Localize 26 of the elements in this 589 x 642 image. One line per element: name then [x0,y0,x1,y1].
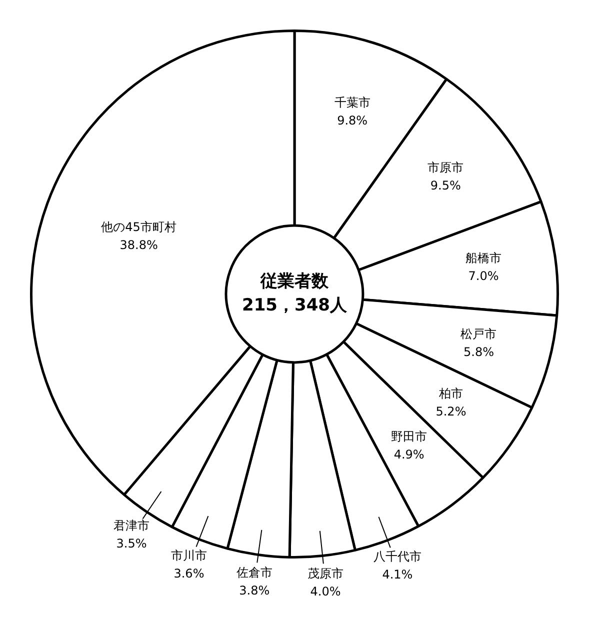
data-label: 3.6% [174,566,204,581]
slice-label: 佐倉市 [236,566,272,580]
text: 215，348人 [242,295,348,316]
data-label: 7.0% [468,268,499,283]
data-label: 3.5% [116,536,147,551]
slice-label: 他の45市町村 [101,220,176,234]
slice-label: 市原市 [428,160,464,175]
data-label: 9.8% [337,113,368,128]
slice-label: 松戸市 [460,326,497,341]
slice-label: 茂原市 [308,566,344,581]
data-label: 9.5% [430,178,461,193]
data-label: 38.8% [120,238,158,252]
data-label: 3.8% [239,584,270,598]
slice-label: 君津市 [114,518,150,533]
data-label: 4.1% [382,568,413,582]
data-label: 4.0% [310,584,341,599]
data-label: 5.2% [436,404,466,418]
data-label: 4.9% [394,448,424,462]
text: 従業者数 [260,271,330,292]
slice-label: 野田市 [391,430,428,444]
slice-label: 市川市 [170,548,207,563]
data-label: 5.8% [463,344,494,359]
slice-label: 千葉市 [334,95,370,110]
slice-label: 船橋市 [466,250,502,265]
slice-label: 柏市 [438,386,463,400]
slice-label: 八千代市 [373,550,422,564]
